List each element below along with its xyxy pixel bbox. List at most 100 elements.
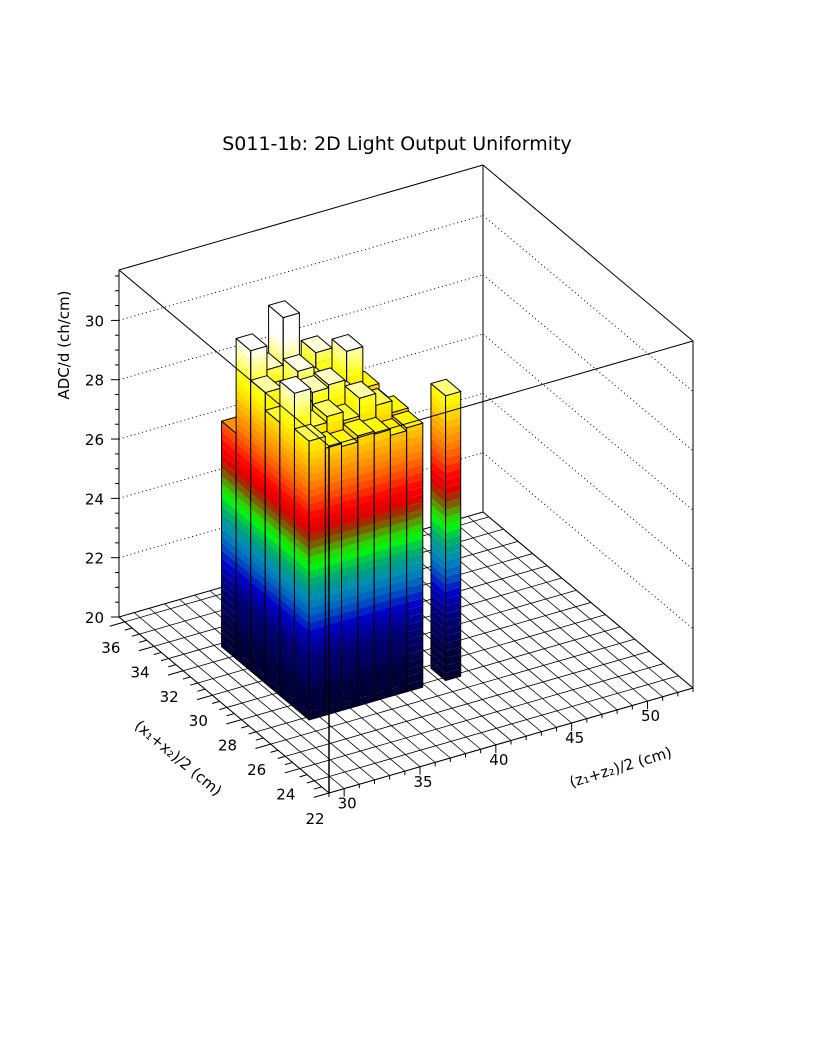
bar-left-face-band [279,517,295,538]
bar-right-face-band [341,461,358,474]
bar-right-face-band [341,483,358,496]
bar-left-face-band [279,435,295,456]
bar-right-face-band [406,464,423,477]
bar-right-face-band [341,550,358,563]
bar-left-face-band [265,505,280,525]
bar-right-face-band [445,520,461,533]
bar-right-face-band [390,447,407,460]
bar-right-face-band [309,626,326,639]
bar [293,423,326,721]
bar-left-face-band [294,618,310,639]
y-tick [168,664,177,668]
bar-left-face-band [430,423,446,444]
bar-left-face-band [250,455,266,476]
bar-left-face-band [265,468,280,488]
bar-left-face-band [294,663,310,683]
bar-left-face-band [268,323,284,343]
bar-right-face-band [374,555,391,568]
bar-left-face-band [221,424,237,444]
bar-right-face-band [309,470,326,483]
bar-right-face-band [309,559,326,572]
bar-left-face-band [294,544,310,565]
bar-left-face-band [279,502,295,523]
bar-left-face-band [250,426,266,446]
bar-right-face-band [250,362,267,375]
bar-left-face-band [250,507,266,528]
bar-top-face [268,300,300,319]
bar-left-face-band [221,431,237,452]
bar-right-face-band [374,666,391,679]
bar-left-face-band [236,510,251,531]
bar-right-face-band [309,692,326,706]
bar-left-face-band [430,527,446,548]
floor-grid-line [314,675,679,782]
bar-left-face-band [265,416,280,436]
bar-left-face-band [279,650,295,671]
bar-right-face-band [357,523,375,536]
bar-right-face-band [294,413,311,426]
bar-left-face-band [283,359,298,378]
bar-left-face-band [430,660,446,681]
bar-left-face-band [279,480,295,501]
wall-gridline [482,215,694,392]
bar-right-face-band [357,552,375,565]
bar-right-face-band [390,617,407,630]
bar-left-face-band [265,564,280,585]
bar-right-face-band [445,468,461,481]
bar-left-face-band [236,554,251,575]
bar-left-face-band [279,673,295,693]
bar-left-face-band [343,423,358,439]
bar-left-face-band [430,431,446,451]
bar-left-face-band [250,559,266,580]
bar-left-face-band [265,668,280,689]
bar-left-face-band [250,633,266,654]
bar-left-face-band [268,315,284,336]
bar-right-face-band [309,663,326,676]
bar-right-face-band [406,568,423,581]
bar-right-face-band [312,387,329,397]
bar-left-face-band [430,616,446,637]
bar-left-face-band [250,589,266,610]
bar-left-face-band [221,565,237,585]
bar-right-face-band [341,498,358,511]
bar [430,378,462,682]
bar-left-face-band [294,522,310,542]
bar-right-face-band [390,684,407,697]
bar-left-face-band [250,530,266,550]
bar-right-face-band [445,461,461,473]
bar-right-face-band [406,635,423,648]
bar-right-face-band [357,463,375,477]
bar-right-face-band [341,453,358,466]
bar-right-face-band [294,398,311,412]
bar-right-face-band [445,639,461,651]
bar-left-face-band [279,591,295,612]
bar-left-face-band [236,391,251,412]
bar-left-face-band [294,448,310,468]
bar-right-face-band [390,580,407,593]
bar-right-face-band [390,647,407,660]
bar-right-face-band [341,683,358,696]
bar-left-face-band [265,586,280,607]
bar-right-face-band [390,632,407,645]
bar-left-face-band [265,609,280,629]
bar-left-face-band [265,660,280,681]
bar-right-face-band [294,391,311,404]
bar-right-face-band [445,572,461,585]
bar-right-face-band [390,654,407,667]
bar-right-face-band [445,409,461,422]
z-tick-label: 22 [85,550,104,568]
bar-right-face-band [341,691,358,704]
bar-left-face-band [294,559,310,580]
bar-right-face-band [309,436,326,446]
bar-right-face-band [406,627,423,640]
bar-left-face-band [279,413,295,434]
bar-right-face-band [406,605,423,618]
bar-right-face-band [341,520,358,533]
bar-left-face-band [265,512,280,533]
y-axis-title: (x₁+x₂)/2 (cm) [131,717,225,800]
bar-left-face-band [294,529,310,550]
bar-left-face-band [279,465,295,486]
bar-right-face-band [445,391,461,399]
bar-left-face-band [221,461,237,481]
bar-right-face-band [309,492,326,505]
